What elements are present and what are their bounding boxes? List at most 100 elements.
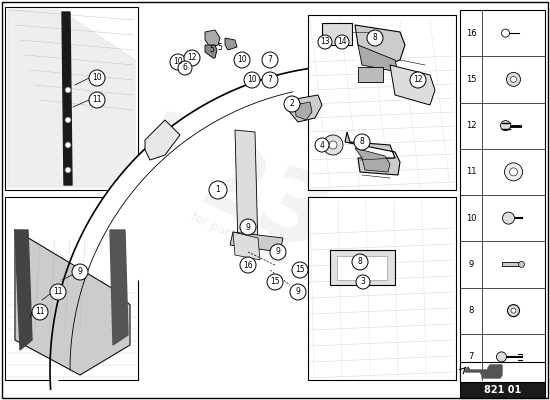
Polygon shape bbox=[288, 95, 322, 122]
Bar bbox=[322, 23, 352, 45]
Text: 7: 7 bbox=[267, 56, 272, 64]
Circle shape bbox=[72, 264, 88, 280]
Polygon shape bbox=[235, 130, 258, 250]
Bar bbox=[5, 197, 138, 380]
Circle shape bbox=[507, 72, 520, 86]
Text: 8: 8 bbox=[360, 138, 364, 146]
Text: 15: 15 bbox=[295, 266, 305, 274]
Text: 2: 2 bbox=[290, 100, 294, 108]
Text: 16: 16 bbox=[466, 29, 476, 38]
Circle shape bbox=[519, 261, 525, 267]
Polygon shape bbox=[15, 230, 130, 375]
Text: 9: 9 bbox=[78, 268, 82, 276]
Circle shape bbox=[262, 72, 278, 88]
Circle shape bbox=[497, 352, 507, 362]
Text: 9: 9 bbox=[276, 248, 280, 256]
Circle shape bbox=[262, 52, 278, 68]
Bar bbox=[308, 15, 456, 190]
Circle shape bbox=[292, 262, 308, 278]
Polygon shape bbox=[15, 230, 32, 350]
Circle shape bbox=[32, 304, 48, 320]
Circle shape bbox=[240, 257, 256, 273]
Text: 7: 7 bbox=[468, 352, 474, 361]
Circle shape bbox=[510, 76, 516, 82]
Polygon shape bbox=[390, 65, 435, 105]
Text: 12: 12 bbox=[466, 121, 476, 130]
Circle shape bbox=[234, 52, 250, 68]
Text: 9: 9 bbox=[469, 260, 474, 269]
Polygon shape bbox=[50, 69, 307, 389]
Bar bbox=[460, 382, 545, 398]
Circle shape bbox=[329, 141, 337, 149]
Text: 11: 11 bbox=[53, 288, 63, 296]
Text: 9: 9 bbox=[295, 288, 300, 296]
Circle shape bbox=[335, 35, 349, 49]
Circle shape bbox=[508, 305, 520, 317]
Text: 16: 16 bbox=[243, 260, 253, 270]
Text: 10: 10 bbox=[173, 58, 183, 66]
Polygon shape bbox=[465, 365, 502, 378]
Circle shape bbox=[50, 284, 66, 300]
Polygon shape bbox=[358, 45, 398, 72]
Polygon shape bbox=[145, 120, 180, 160]
Polygon shape bbox=[8, 10, 135, 187]
Text: 8: 8 bbox=[373, 34, 377, 42]
Text: 12: 12 bbox=[187, 54, 197, 62]
Circle shape bbox=[356, 275, 370, 289]
Bar bbox=[460, 362, 545, 382]
Circle shape bbox=[367, 30, 383, 46]
Text: 5: 5 bbox=[218, 44, 222, 52]
Text: 7: 7 bbox=[267, 76, 272, 84]
Polygon shape bbox=[295, 102, 312, 120]
Circle shape bbox=[502, 29, 509, 37]
Bar bbox=[337, 256, 387, 280]
Text: 9: 9 bbox=[245, 222, 250, 232]
Text: 8: 8 bbox=[358, 258, 362, 266]
Circle shape bbox=[267, 274, 283, 290]
Text: 12: 12 bbox=[413, 76, 423, 84]
Polygon shape bbox=[205, 45, 217, 58]
Text: 13: 13 bbox=[320, 38, 330, 46]
Circle shape bbox=[240, 219, 256, 235]
Text: 1: 1 bbox=[216, 186, 221, 194]
Circle shape bbox=[352, 254, 368, 270]
Circle shape bbox=[511, 308, 516, 313]
Bar bbox=[330, 250, 395, 285]
Text: 3: 3 bbox=[361, 278, 365, 286]
Text: a passion for parts sAvIngs: a passion for parts sAvIngs bbox=[131, 184, 289, 266]
Circle shape bbox=[318, 35, 332, 49]
Circle shape bbox=[65, 142, 71, 148]
Polygon shape bbox=[225, 38, 237, 50]
Bar bbox=[358, 67, 383, 82]
Circle shape bbox=[270, 244, 286, 260]
Bar bbox=[308, 197, 456, 380]
Circle shape bbox=[178, 61, 192, 75]
Text: 10: 10 bbox=[466, 214, 476, 223]
Text: 5: 5 bbox=[210, 46, 215, 54]
Polygon shape bbox=[110, 230, 128, 345]
Text: 6: 6 bbox=[183, 64, 188, 72]
Text: 123: 123 bbox=[118, 105, 342, 275]
Circle shape bbox=[89, 70, 105, 86]
Text: 15: 15 bbox=[270, 278, 280, 286]
Circle shape bbox=[89, 92, 105, 108]
Text: 8: 8 bbox=[468, 306, 474, 315]
Circle shape bbox=[410, 72, 426, 88]
Text: 10: 10 bbox=[247, 76, 257, 84]
Circle shape bbox=[284, 96, 300, 112]
Bar bbox=[5, 7, 138, 190]
Circle shape bbox=[170, 54, 186, 70]
Polygon shape bbox=[355, 25, 405, 65]
Circle shape bbox=[323, 135, 343, 155]
Circle shape bbox=[244, 72, 260, 88]
Circle shape bbox=[65, 87, 71, 93]
Text: 14: 14 bbox=[337, 38, 347, 46]
Text: 11: 11 bbox=[466, 167, 476, 176]
Polygon shape bbox=[230, 232, 283, 252]
Circle shape bbox=[65, 167, 71, 173]
Text: 15: 15 bbox=[466, 75, 476, 84]
Polygon shape bbox=[233, 232, 260, 260]
Polygon shape bbox=[62, 12, 72, 185]
Text: 4: 4 bbox=[320, 140, 324, 150]
Circle shape bbox=[354, 134, 370, 150]
